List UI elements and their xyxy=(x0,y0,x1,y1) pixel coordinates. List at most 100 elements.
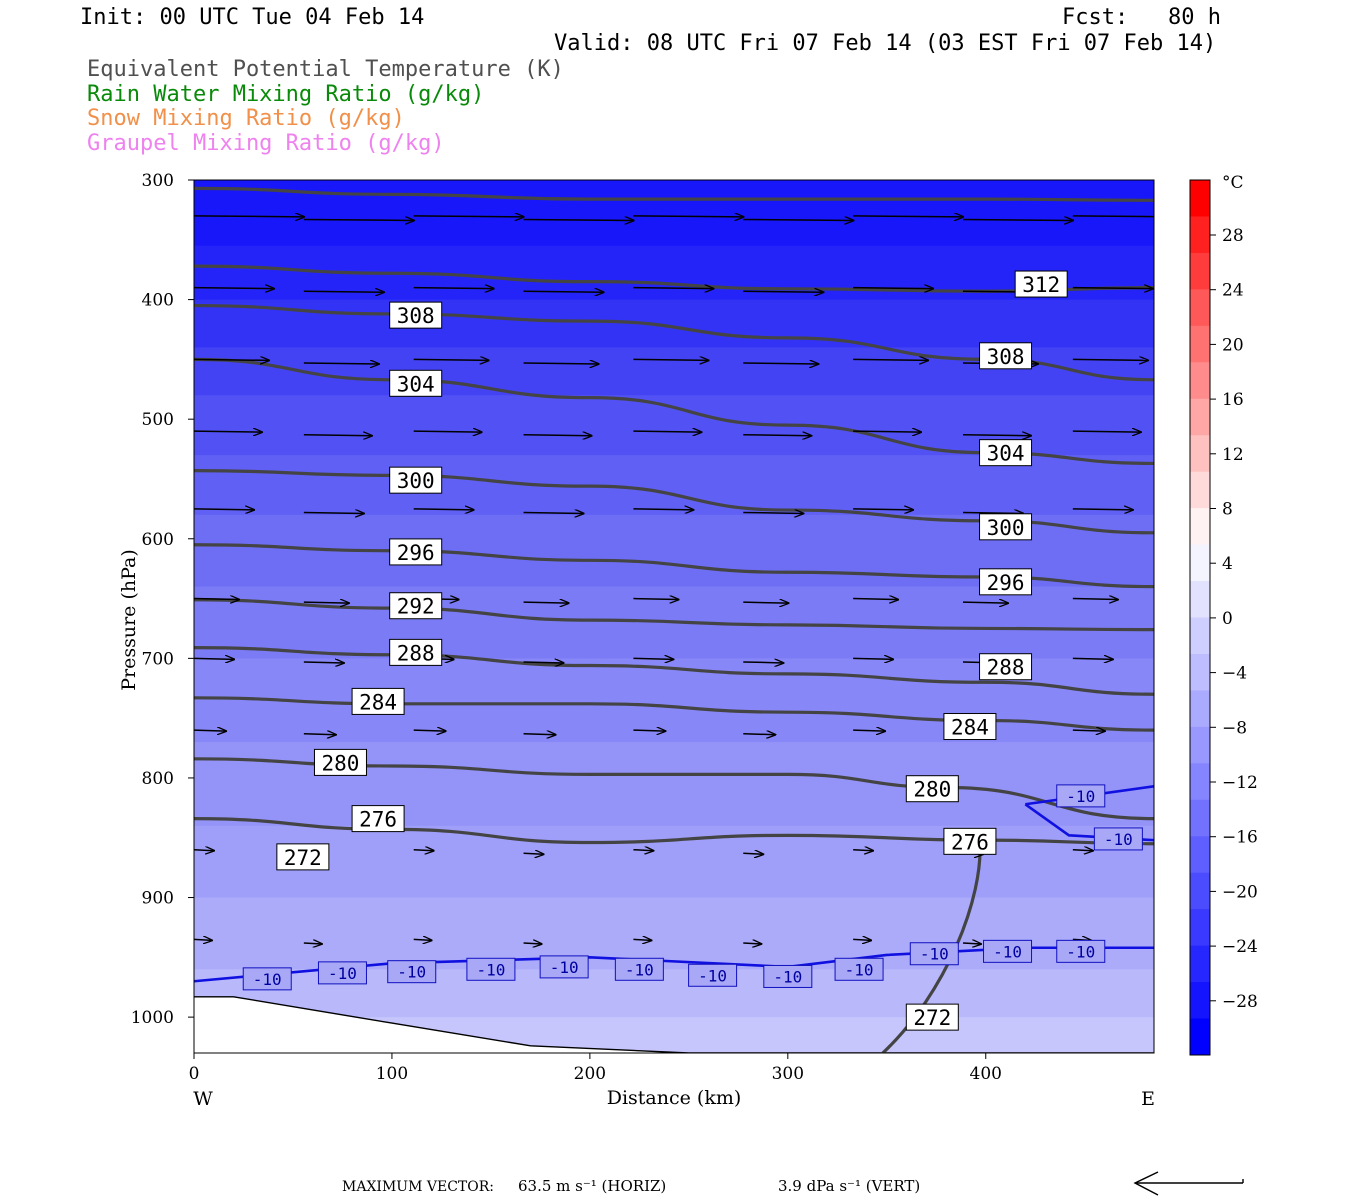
theta-e-label: 272 xyxy=(284,846,322,870)
isotherm-label: -10 xyxy=(397,963,426,982)
temperature-band xyxy=(194,825,1154,899)
max-vector-arrow xyxy=(1133,1171,1244,1196)
x-east-label: E xyxy=(1141,1088,1155,1110)
isotherm-label-box xyxy=(909,942,959,966)
isotherm-label: -10 xyxy=(1066,787,1095,806)
wind-vector xyxy=(303,602,349,603)
theta-e-label: 288 xyxy=(987,656,1025,680)
contour-label-box xyxy=(313,748,367,776)
theta-e-label: 300 xyxy=(397,469,435,493)
contour-label-box xyxy=(979,342,1033,370)
isotherm-label-box xyxy=(1056,939,1106,963)
colorbar-swatch xyxy=(1190,252,1210,290)
y-tick-label: 800 xyxy=(142,769,174,789)
wind-vector xyxy=(194,599,239,600)
wind-vector xyxy=(523,512,584,513)
wind-vector xyxy=(853,730,885,731)
wind-vector xyxy=(413,509,474,510)
theta-e-label: 296 xyxy=(397,541,435,565)
wind-vector xyxy=(303,662,344,663)
wind-vector xyxy=(413,730,446,731)
wind-vector xyxy=(303,219,414,220)
isotherm-label: -10 xyxy=(253,970,282,989)
contour-label-box xyxy=(351,805,405,833)
theta-e-contour xyxy=(194,645,1154,696)
wind-vector xyxy=(523,853,544,854)
x-tick-label: 200 xyxy=(574,1064,606,1084)
wind-vector xyxy=(633,288,713,289)
wind-vector xyxy=(413,216,524,217)
wind-vector xyxy=(1072,431,1141,432)
colorbar-tick-label: 28 xyxy=(1222,226,1244,246)
y-tick-label: 300 xyxy=(142,171,174,191)
wind-vector xyxy=(194,658,234,659)
contour-label-box xyxy=(389,369,443,397)
x-tick-label: 0 xyxy=(189,1064,200,1084)
wind-vector xyxy=(523,291,604,292)
wind-vector xyxy=(853,431,921,432)
isotherm-label: -10 xyxy=(773,967,802,986)
wind-vector xyxy=(743,435,811,436)
wind-vector xyxy=(743,363,818,364)
wind-vector xyxy=(853,359,928,360)
colorbar-tick-label: 20 xyxy=(1222,335,1244,355)
forecast-hour: Fcst: 80 h xyxy=(1062,5,1221,30)
init-time: Init: 00 UTC Tue 04 Feb 14 xyxy=(80,5,425,30)
plot-frame xyxy=(193,179,1155,1054)
contour-label-box xyxy=(979,439,1033,467)
colorbar-swatch xyxy=(1190,726,1210,764)
wind-vector xyxy=(523,602,569,603)
colorbar-swatch xyxy=(1190,653,1210,691)
contour-label-box xyxy=(351,687,405,715)
contour-label-box xyxy=(389,538,443,566)
isotherm-label-box xyxy=(614,957,664,981)
wind-vector xyxy=(303,943,322,944)
theta-e-label: 292 xyxy=(397,595,435,619)
x-tick-label: 400 xyxy=(970,1064,1002,1084)
legend-rain-water: Rain Water Mixing Ratio (g/kg) xyxy=(87,82,485,107)
wind-vector xyxy=(962,512,1023,513)
colorbar-swatch xyxy=(1190,180,1210,217)
y-tick-label: 500 xyxy=(142,410,174,430)
contour-label-box xyxy=(276,843,330,871)
wind-vector xyxy=(962,435,1031,436)
colorbar-swatch xyxy=(1190,763,1210,801)
contour-label-box xyxy=(389,638,443,666)
wind-vector xyxy=(853,599,898,600)
wind-vector xyxy=(523,435,592,436)
x-tick-label: 100 xyxy=(376,1064,408,1084)
contour-label-box xyxy=(979,513,1033,541)
wind-vector xyxy=(303,291,384,292)
wind-vector xyxy=(743,291,823,292)
contour-label-box xyxy=(943,827,997,855)
isotherm-label-box xyxy=(317,961,367,985)
colorbar-swatch xyxy=(1190,471,1210,509)
y-tick-label: 700 xyxy=(142,649,174,669)
wind-vector xyxy=(633,939,651,940)
isotherm-label: -10 xyxy=(1066,942,1095,961)
theta-e-label: 304 xyxy=(987,442,1025,466)
wind-vector xyxy=(413,359,489,360)
wind-vector xyxy=(413,939,432,940)
wind-vector xyxy=(853,658,893,659)
x-tick-label: 300 xyxy=(772,1064,804,1084)
max-vector-horiz: 63.5 m s⁻¹ (HORIZ) xyxy=(518,1177,666,1195)
colorbar-swatch xyxy=(1190,398,1210,436)
wind-vector xyxy=(743,734,775,735)
colorbar-swatch xyxy=(1190,872,1210,910)
isotherm-label-box xyxy=(763,964,813,988)
wind-vector xyxy=(853,850,873,851)
wind-vector xyxy=(303,363,379,364)
wind-vector xyxy=(194,359,269,360)
colorbar-swatch xyxy=(1190,216,1210,254)
colorbar-tick-label: −28 xyxy=(1222,992,1258,1012)
isotherm-label-box xyxy=(466,957,516,981)
wind-vector xyxy=(633,431,701,432)
wind-vector xyxy=(743,602,788,603)
theta-e-label: 284 xyxy=(951,716,989,740)
theta-e-contour xyxy=(194,186,1154,202)
wind-vector xyxy=(633,850,653,851)
isotherm-label: -10 xyxy=(625,960,654,979)
isotherm-label-box xyxy=(539,955,589,979)
